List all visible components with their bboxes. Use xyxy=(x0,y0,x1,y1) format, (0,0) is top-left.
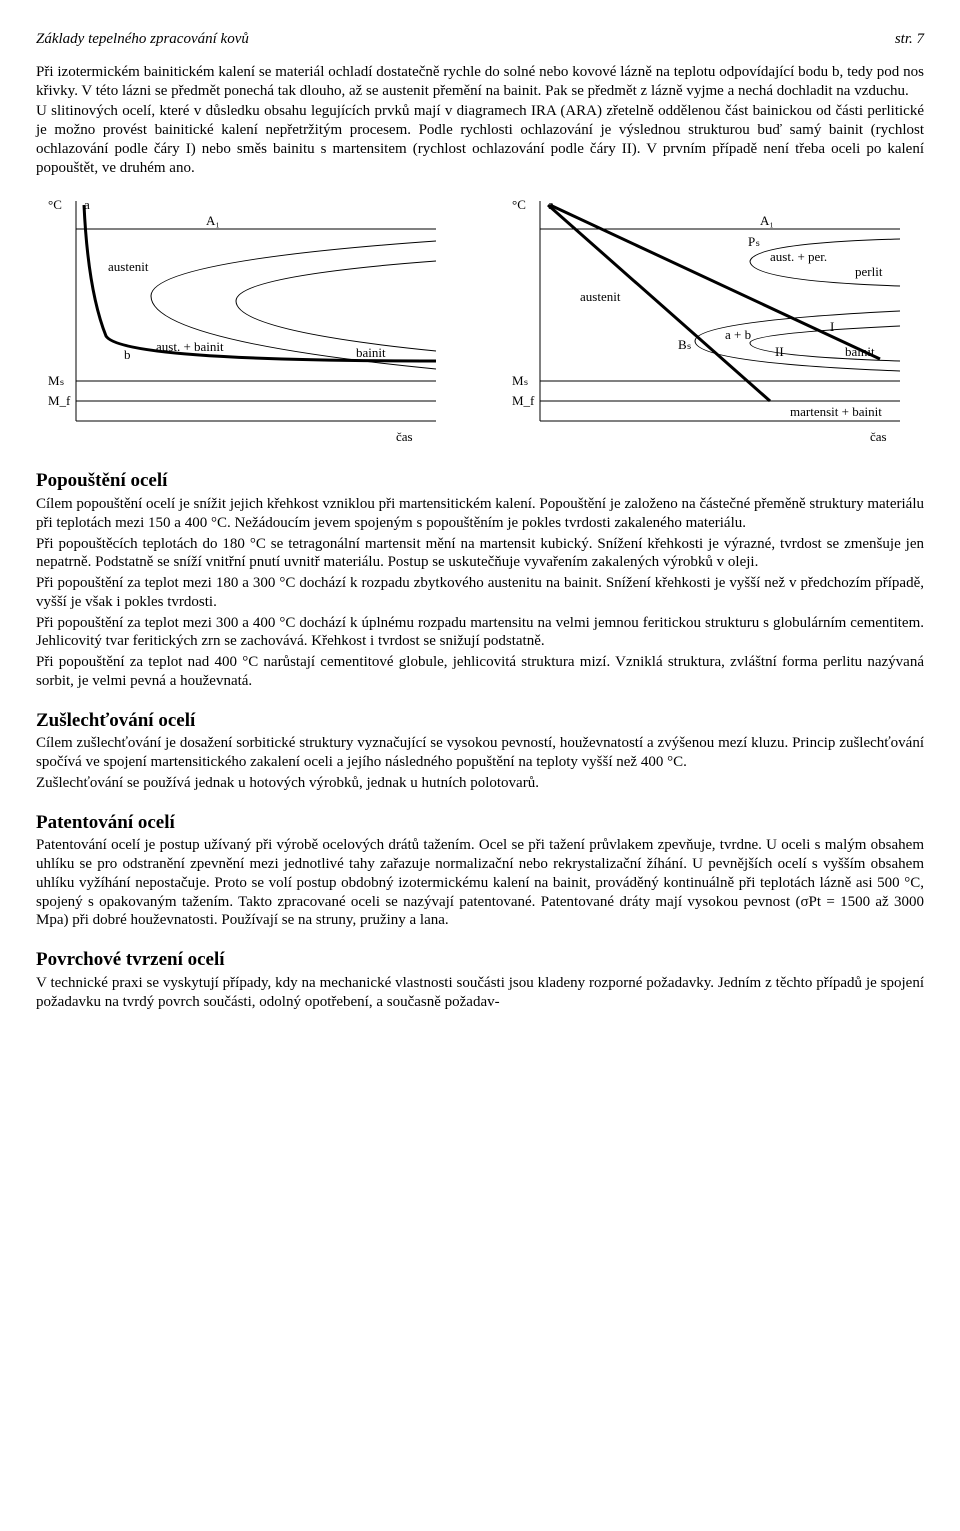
intro-p2: U slitinových ocelí, které v důsledku ob… xyxy=(36,102,924,177)
left-ylabel: °C xyxy=(48,197,62,212)
r-Mf: M_f xyxy=(512,393,535,408)
diagram-right-svg: °C a A₁ Pₛ aust. + per. perlit austenit … xyxy=(500,191,910,451)
diagrams-row: °C a A₁ austenit b aust. + bainit bainit… xyxy=(36,191,924,451)
doc-title: Základy tepelného zpracování kovů xyxy=(36,30,249,49)
r-aust-per: aust. + per. xyxy=(770,249,827,264)
r-austenit: austenit xyxy=(580,289,621,304)
popousteni-p2: Při popouštěcích teplotách do 180 °C se … xyxy=(36,535,924,573)
left-aust-bainit: aust. + bainit xyxy=(156,339,224,354)
povrch-p1: V technické praxi se vyskytují případy, … xyxy=(36,974,924,1012)
r-cas: čas xyxy=(870,429,887,444)
popousteni-p5: Při popouštění za teplot nad 400 °C narů… xyxy=(36,653,924,691)
popousteni-p4: Při popouštění za teplot mezi 300 a 400 … xyxy=(36,614,924,652)
h-zuslecht: Zušlechťování ocelí xyxy=(36,709,924,733)
r-ab: a + b xyxy=(725,327,751,342)
page-number: str. 7 xyxy=(895,30,924,49)
diagram-left-svg: °C a A₁ austenit b aust. + bainit bainit… xyxy=(36,191,446,451)
r-Ms: Mₛ xyxy=(512,373,529,388)
left-Mf: M_f xyxy=(48,393,71,408)
left-A1: A₁ xyxy=(206,213,220,228)
r-mart-bainit: martensit + bainit xyxy=(790,404,882,419)
left-cas: čas xyxy=(396,429,413,444)
r-I: I xyxy=(830,319,834,334)
left-bainit: bainit xyxy=(356,345,386,360)
r-perlit: perlit xyxy=(855,264,883,279)
diagram-left: °C a A₁ austenit b aust. + bainit bainit… xyxy=(36,191,460,451)
popousteni-p3: Při popouštění za teplot mezi 180 a 300 … xyxy=(36,574,924,612)
h-povrch: Povrchové tvrzení ocelí xyxy=(36,948,924,972)
r-A1: A₁ xyxy=(760,213,774,228)
left-a: a xyxy=(84,197,90,212)
diagram-right: °C a A₁ Pₛ aust. + per. perlit austenit … xyxy=(500,191,924,451)
r-II: II xyxy=(775,344,784,359)
r-bainit: bainit xyxy=(845,344,875,359)
page-header: Základy tepelného zpracování kovů str. 7 xyxy=(36,30,924,49)
intro-p1: Při izotermickém bainitickém kalení se m… xyxy=(36,63,924,101)
r-ylabel: °C xyxy=(512,197,526,212)
left-Ms: Mₛ xyxy=(48,373,65,388)
h-popousteni: Popouštění ocelí xyxy=(36,469,924,493)
left-b: b xyxy=(124,347,131,362)
r-Bs: Bₛ xyxy=(678,337,692,352)
h-patent: Patentování ocelí xyxy=(36,811,924,835)
zuslecht-p1: Cílem zušlechťování je dosažení sorbitic… xyxy=(36,734,924,772)
patent-p1: Patentování ocelí je postup užívaný při … xyxy=(36,836,924,930)
left-austenit: austenit xyxy=(108,259,149,274)
r-a: a xyxy=(548,197,554,212)
zuslecht-p2: Zušlechťování se používá jednak u hotový… xyxy=(36,774,924,793)
r-Ps: Pₛ xyxy=(748,234,760,249)
popousteni-p1: Cílem popouštění ocelí je snížit jejich … xyxy=(36,495,924,533)
